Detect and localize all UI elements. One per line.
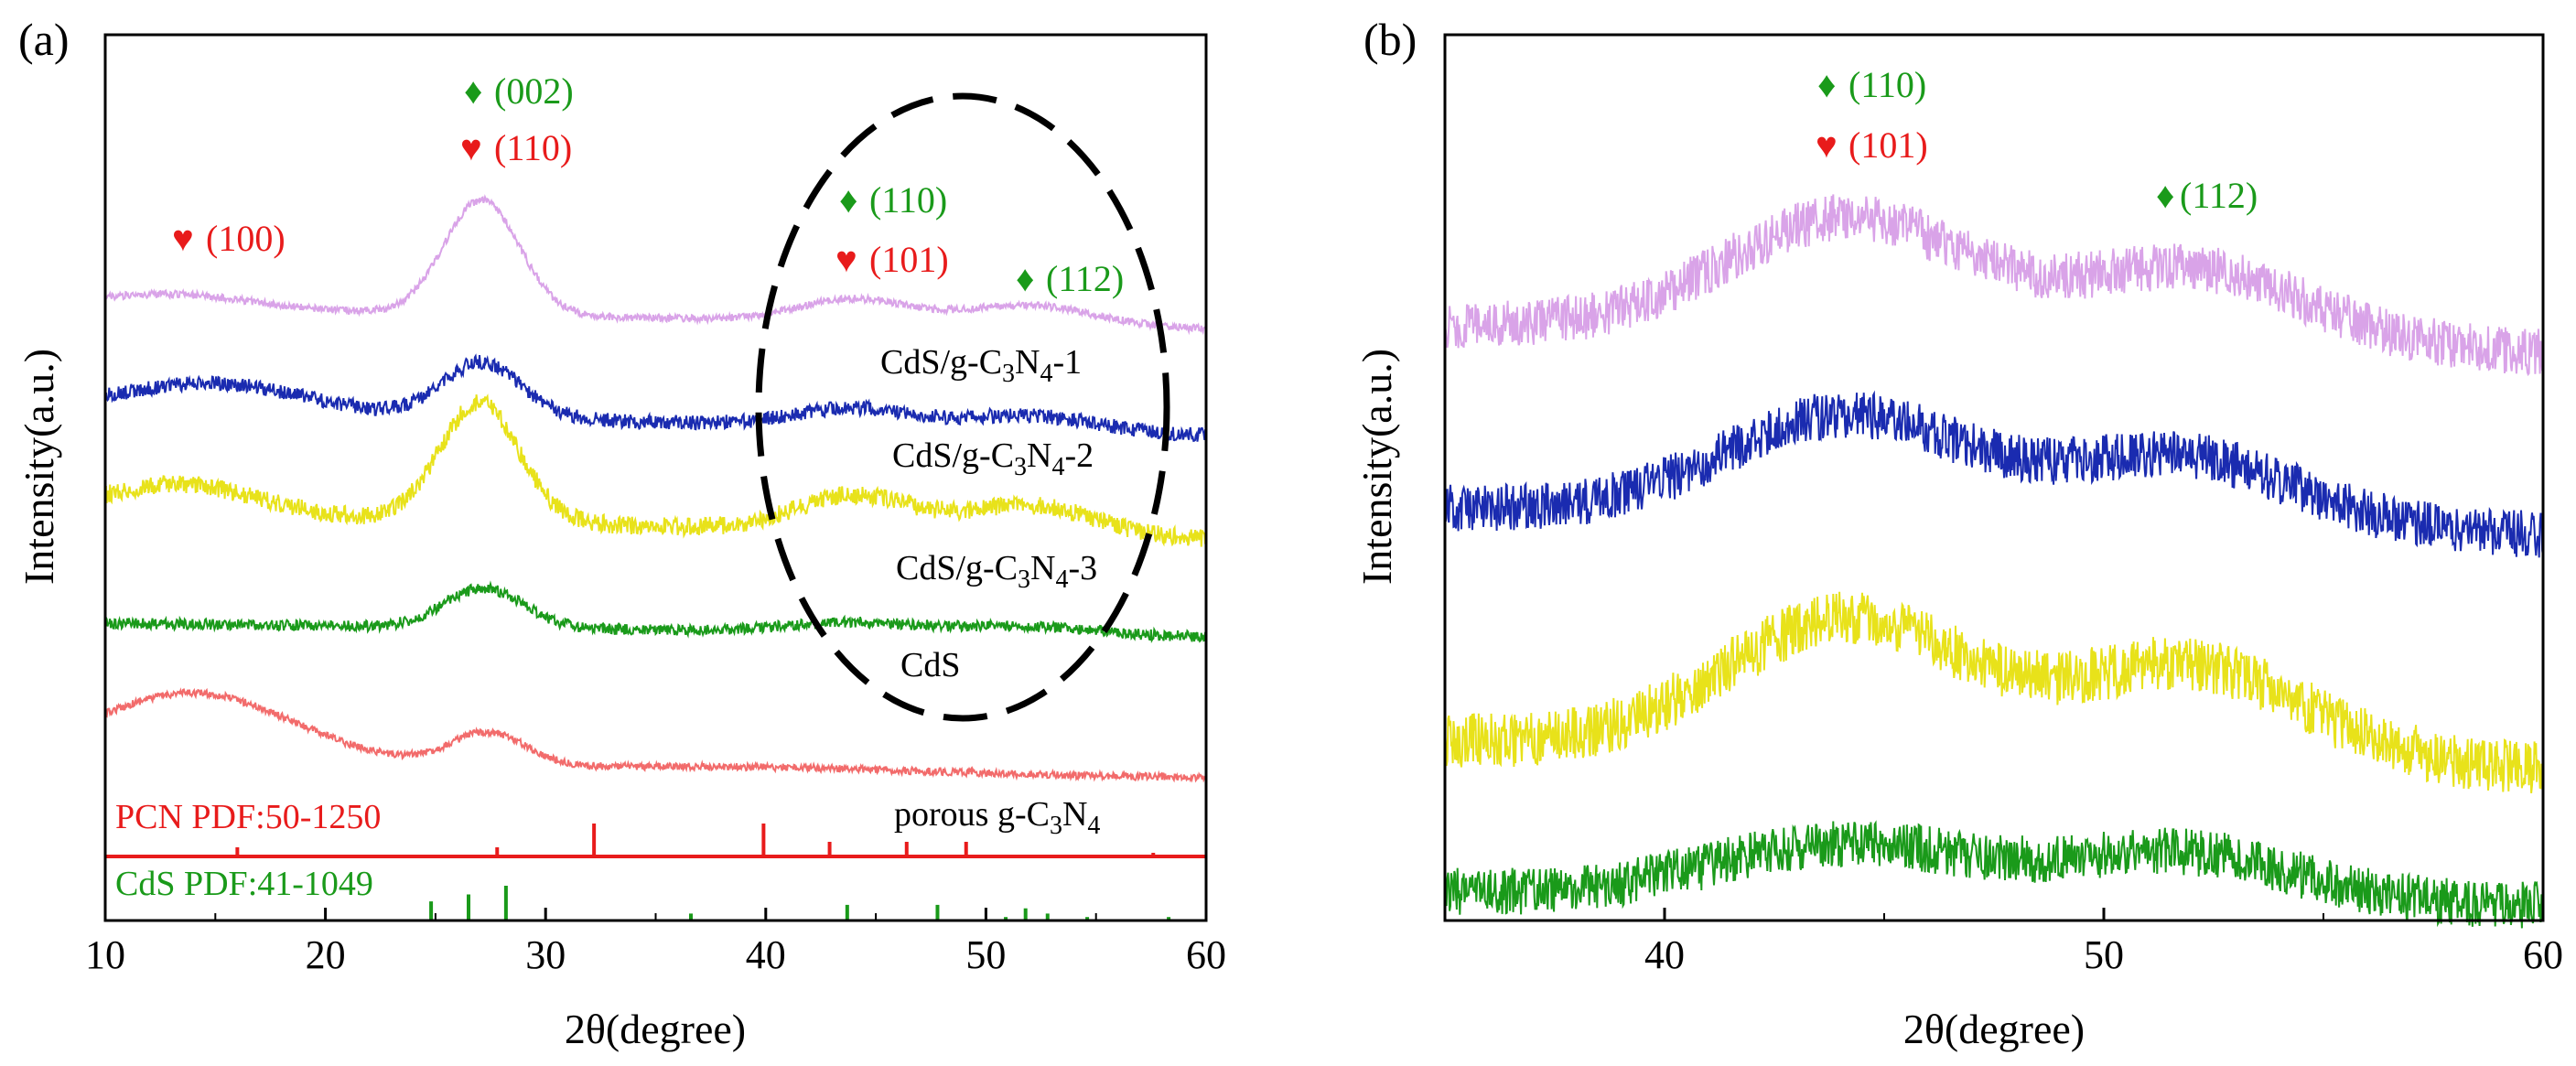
annotation-100: ♥ (100) xyxy=(172,218,286,259)
heart-icon: ♥ xyxy=(835,239,857,280)
annotation-text: (100) xyxy=(206,218,286,259)
heart-icon: ♥ xyxy=(1816,124,1838,166)
x-tick-label: 60 xyxy=(2523,932,2563,977)
annotation-110-green: ♦ (110) xyxy=(839,179,947,221)
x-tick-label: 10 xyxy=(85,932,125,977)
annotation-text: (110) xyxy=(1848,64,1926,105)
x-tick-label: 50 xyxy=(2084,932,2124,977)
label-cds-pdf: CdS PDF:41-1049 xyxy=(115,865,373,903)
annotation-text: (110) xyxy=(869,179,947,221)
series-line-3 xyxy=(1444,194,2544,377)
series-line-1 xyxy=(104,580,1207,644)
diamond-icon: ♦ xyxy=(1016,258,1034,299)
panel-b-x-ticks: 40 50 60 xyxy=(1444,908,2563,977)
panel-a-dashed-ellipse xyxy=(755,92,1170,722)
annotation-text: (110) xyxy=(494,127,572,168)
annotation-b-101: ♥ (101) xyxy=(1816,124,1928,166)
panel-a-series xyxy=(104,194,1207,783)
panel-b-frame xyxy=(1443,33,2545,922)
panel-b-x-title: 2θ(degree) xyxy=(1903,1006,2085,1052)
series-line-2 xyxy=(1444,390,2544,558)
annotation-101: ♥ (101) xyxy=(835,239,949,280)
diamond-icon: ♦ xyxy=(839,179,857,221)
label-cds-gcn-2: CdS/g-C3N4-2 xyxy=(892,436,1094,481)
annotation-text: (101) xyxy=(1848,124,1928,166)
panel-b-label: (b) xyxy=(1363,14,1417,65)
heart-icon: ♥ xyxy=(460,127,482,168)
annotation-b-112: ♦ (112) xyxy=(2156,175,2258,216)
label-porous-gcn: porous g-C3N4 xyxy=(894,795,1100,840)
panel-a-x-ticks: 10 20 30 40 50 60 xyxy=(85,908,1226,977)
x-tick-label: 40 xyxy=(1644,932,1685,977)
x-tick-label: 60 xyxy=(1186,932,1226,977)
diamond-icon: ♦ xyxy=(1817,64,1836,105)
x-tick-label: 20 xyxy=(306,932,346,977)
label-cds-gcn-3: CdS/g-C3N4-3 xyxy=(896,549,1097,594)
label-pcn-pdf: PCN PDF:50-1250 xyxy=(115,798,381,836)
annotation-text: (002) xyxy=(494,70,574,112)
series-line-0 xyxy=(104,687,1207,783)
label-cds-gcn-1: CdS/g-C3N4-1 xyxy=(880,343,1082,388)
label-cds: CdS xyxy=(900,646,960,684)
diamond-icon: ♦ xyxy=(464,70,482,112)
series-line-1 xyxy=(1444,591,2544,794)
heart-icon: ♥ xyxy=(172,218,194,259)
panel-a-frame xyxy=(103,33,1208,922)
annotation-text: (112) xyxy=(2180,175,2258,216)
panel-a-label: (a) xyxy=(18,14,70,65)
panel-b-series xyxy=(1444,194,2544,929)
series-line-3 xyxy=(104,353,1207,443)
annotation-b-110: ♦ (110) xyxy=(1817,64,1926,105)
panel-a-x-title: 2θ(degree) xyxy=(565,1006,746,1052)
annotation-text: (112) xyxy=(1046,258,1124,299)
annotation-110-red: ♥ (110) xyxy=(460,127,572,168)
panel-a-reference-patterns xyxy=(105,824,1206,921)
diamond-icon: ♦ xyxy=(2156,175,2174,216)
x-tick-label: 40 xyxy=(746,932,786,977)
x-tick-label: 50 xyxy=(965,932,1006,977)
panel-b: (b) 40 50 60 ♦ (110) ♥ (101) ♦ (112) 2θ(de… xyxy=(1353,14,2563,1052)
series-line-0 xyxy=(1444,820,2544,929)
panel-b-y-title: Intensity(a.u.) xyxy=(1353,349,1400,585)
panel-a: (a) 10 20 30 40 50 60 ♦ (002) ♥ (110) ♥ (100)… xyxy=(16,14,1226,1052)
x-tick-label: 30 xyxy=(525,932,566,977)
panel-a-y-title: Intensity(a.u.) xyxy=(16,349,62,585)
series-line-2 xyxy=(104,393,1207,547)
annotation-text: (101) xyxy=(869,239,949,280)
annotation-002: ♦ (002) xyxy=(464,70,574,112)
annotation-112: ♦ (112) xyxy=(1016,258,1124,299)
series-line-4 xyxy=(104,194,1206,336)
